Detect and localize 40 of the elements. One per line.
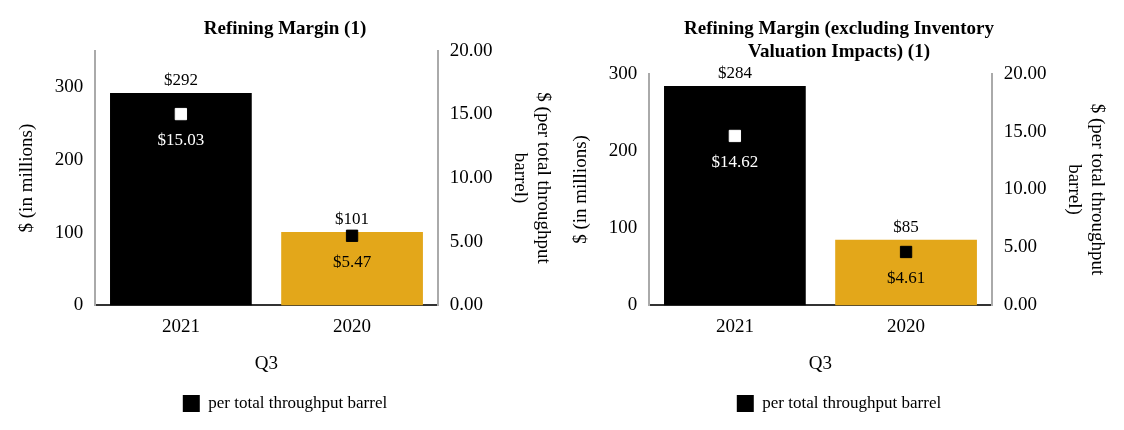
y-tick-label: 200	[608, 138, 638, 160]
y2-tick-label: 5.00	[1003, 235, 1037, 257]
data-label: $14.62	[711, 151, 759, 171]
y-tick-label: 100	[608, 216, 638, 238]
y-tick-label: 0	[627, 293, 638, 315]
x-tick-label: 2021	[715, 314, 754, 336]
data-label: $101	[335, 208, 370, 228]
y2-tick-label: 5.00	[449, 229, 483, 251]
y-axis-title: $ (in millions)	[569, 135, 592, 244]
data-label: $85	[893, 216, 919, 236]
y2-tick-label: 10.00	[449, 166, 493, 188]
x-axis-title: Q3	[808, 351, 833, 373]
x-tick-label: 2021	[161, 314, 200, 336]
x-axis-title: Q3	[254, 351, 279, 373]
y-tick-label: 300	[608, 61, 638, 83]
data-label: $15.03	[157, 130, 205, 150]
legend-label: per total throughput barrel	[762, 392, 942, 412]
y2-tick-label: 15.00	[1003, 119, 1047, 141]
y2-tick-label: 10.00	[1003, 177, 1047, 199]
y-tick-label: 200	[54, 147, 84, 169]
y2-tick-label: 20.00	[449, 38, 493, 60]
y2-tick-label: 0.00	[1003, 293, 1037, 315]
data-label: $5.47	[332, 251, 372, 271]
y-tick-label: 100	[54, 220, 84, 242]
x-tick-label: 2020	[887, 314, 926, 336]
y2-tick-label: 15.00	[449, 102, 493, 124]
x-tick-label: 2020	[333, 314, 372, 336]
legend-label: per total throughput barrel	[208, 392, 388, 412]
y2-tick-label: 0.00	[449, 293, 483, 315]
chart-title: Refining Margin (excluding Inventory Valuation Impacts) (1)	[684, 17, 995, 63]
y2-axis-title: $ (per total throughput barrel)	[1063, 103, 1109, 276]
y2-axis-title: $ (per total throughput barrel)	[509, 92, 555, 265]
y-tick-label: 300	[54, 75, 84, 97]
data-label: $4.61	[886, 267, 926, 287]
y-axis-title: $ (in millions)	[15, 123, 38, 233]
chart-title: Refining Margin (1)	[203, 17, 367, 40]
y2-tick-label: 20.00	[1003, 61, 1047, 83]
data-label: $284	[717, 62, 753, 82]
y-tick-label: 0	[73, 293, 84, 315]
data-label: $292	[163, 69, 198, 89]
